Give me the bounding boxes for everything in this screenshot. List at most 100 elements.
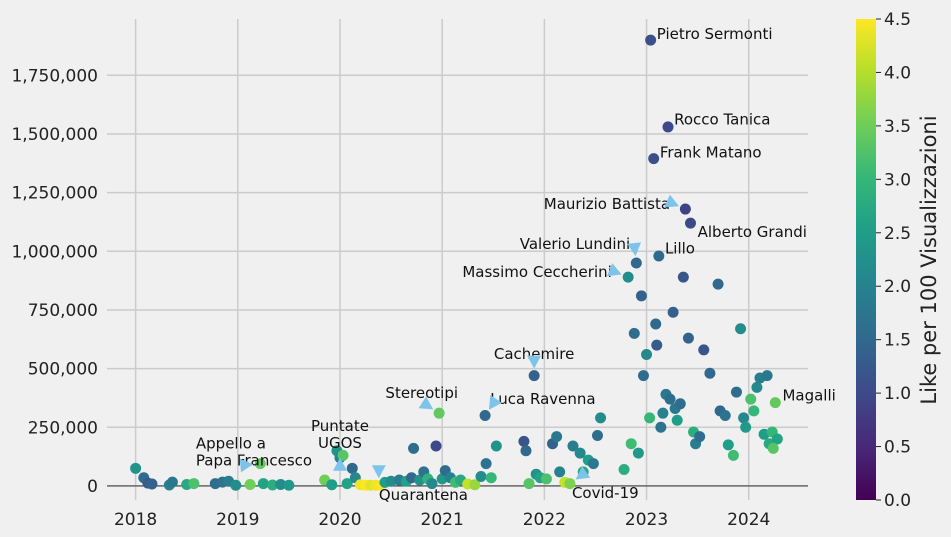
y-tick-label: 250,000 (28, 418, 98, 438)
annotations-layer: Pietro Sermonti Rocco Tanica Frank Matano M… (196, 25, 836, 504)
colorbar-tick-label: 3.5 (884, 117, 911, 137)
data-point (408, 442, 420, 454)
data-point (267, 479, 279, 491)
annotation-label: Luca Ravenna (490, 390, 595, 408)
data-point (719, 410, 731, 422)
data-point (740, 421, 752, 433)
data-point (523, 478, 535, 490)
data-point (738, 412, 750, 424)
colorbar-tick-label: 1.5 (884, 331, 911, 351)
data-point (426, 478, 438, 490)
data-point (655, 421, 667, 433)
data-point (254, 458, 266, 470)
data-point (146, 478, 158, 490)
data-point (587, 458, 599, 470)
data-point (567, 440, 579, 452)
colorbar-tick-label: 2.5 (884, 224, 911, 244)
data-point (385, 475, 397, 487)
data-point (244, 479, 256, 491)
data-point (564, 478, 576, 490)
data-point (682, 332, 694, 344)
data-point (540, 473, 552, 485)
x-tick-label: 2018 (114, 510, 157, 530)
data-point (554, 466, 566, 478)
annotation-line: Luca Ravenna (490, 390, 595, 408)
colorbar-gradient (856, 19, 876, 500)
annotation-line: Lillo (665, 240, 695, 258)
data-point (188, 478, 200, 490)
annotation-arrow (332, 457, 347, 471)
data-point (771, 433, 783, 445)
data-point (591, 429, 603, 441)
annotation-label: Stereotipi (385, 384, 458, 402)
data-point (341, 478, 353, 490)
data-point (767, 442, 779, 454)
annotation-label: Covid-19 (572, 484, 639, 502)
data-point (346, 462, 358, 474)
data-point (485, 472, 497, 484)
data-point (130, 462, 142, 474)
data-point (574, 447, 586, 459)
colorbar: 0.0 0.5 1.0 1.5 2.0 2.5 3.0 3.5 4.0 4.5 Like per … (856, 10, 941, 511)
x-tick-labels: 2018 2019 2020 2021 2022 2023 2024 (114, 510, 770, 530)
data-point (650, 318, 662, 330)
data-point (664, 393, 676, 405)
data-point (520, 445, 532, 457)
annotation-line: Massimo Ceccherini (462, 263, 611, 281)
annotation-label: Lillo (665, 240, 695, 258)
data-point (166, 476, 178, 488)
colorbar-tick-label: 0.5 (884, 438, 911, 458)
annotation-line: Frank Matano (660, 143, 762, 161)
data-point (518, 435, 530, 447)
colorbar-tick-label: 0.0 (884, 491, 911, 511)
y-tick-label: 1,000,000 (11, 242, 98, 262)
data-point (751, 381, 763, 393)
annotation-arrow (575, 466, 591, 480)
annotation-label: Puntate UGOS (311, 417, 369, 452)
data-point (727, 449, 739, 461)
data-point (694, 431, 706, 443)
data-point (644, 412, 656, 424)
annotation-arrow (627, 242, 642, 257)
data-point (745, 393, 757, 405)
annotation-line: Puntate (311, 417, 369, 435)
data-point (651, 339, 663, 351)
data-point (528, 370, 540, 382)
data-point (679, 203, 691, 215)
data-point (433, 407, 445, 419)
annotation-line: Cachemire (494, 345, 575, 363)
data-point (637, 370, 649, 382)
data-point (475, 471, 487, 483)
data-point (479, 410, 491, 422)
annotation-label: Appello a Papa Francesco (196, 434, 312, 469)
data-point (480, 458, 492, 470)
annotation-arrow (371, 465, 386, 479)
data-point (618, 463, 630, 475)
colorbar-tick-label: 4.5 (884, 10, 911, 30)
data-point (625, 438, 637, 450)
annotation-line: Valerio Lundini (520, 235, 630, 253)
annotation-line: Magalli (782, 386, 835, 404)
annotation-arrow (664, 194, 679, 208)
data-point (769, 397, 781, 409)
data-point (674, 398, 686, 410)
annotation-line: Stereotipi (385, 384, 458, 402)
y-tick-label: 500,000 (28, 360, 98, 380)
annotation-arrow (418, 396, 434, 410)
data-point (641, 349, 653, 361)
data-point (630, 257, 642, 269)
data-point (748, 405, 760, 417)
y-tick-label: 0 (87, 477, 98, 497)
data-point (657, 407, 669, 419)
annotation-label: Rocco Tanica (674, 111, 770, 129)
data-point (283, 479, 295, 491)
data-point (684, 217, 696, 229)
y-tick-label: 750,000 (28, 301, 98, 321)
colorbar-tick-labels: 0.0 0.5 1.0 1.5 2.0 2.5 3.0 3.5 4.0 4.5 (876, 10, 911, 511)
annotation-line: Maurizio Battista (544, 195, 670, 213)
x-tick-label: 2022 (523, 510, 566, 530)
annotation-label: Frank Matano (660, 143, 762, 161)
annotation-arrow (488, 394, 502, 410)
annotation-label: Pietro Sermonti (657, 25, 773, 43)
data-point (230, 479, 242, 491)
